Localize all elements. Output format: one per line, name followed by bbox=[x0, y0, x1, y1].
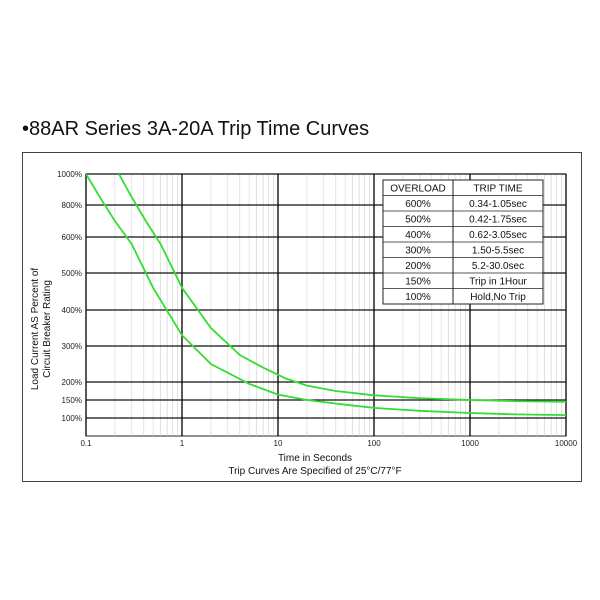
table-cell-trip-time: Hold,No Trip bbox=[470, 292, 526, 303]
y-tick-label: 800% bbox=[62, 201, 82, 210]
table-cell-trip-time: 0.42-1.75sec bbox=[469, 215, 527, 226]
x-tick-label: 0.1 bbox=[80, 439, 92, 448]
table-cell-trip-time: 1.50-5.5sec bbox=[472, 246, 524, 257]
table-cell-trip-time: 5.2-30.0sec bbox=[472, 261, 524, 272]
y-tick-label: 400% bbox=[62, 306, 82, 315]
table-header-overload: OVERLOAD bbox=[390, 184, 446, 195]
y-tick-label: 150% bbox=[62, 396, 82, 405]
y-tick-label: 100% bbox=[62, 414, 82, 423]
trip-time-table: OVERLOAD TRIP TIME 600% 0.34-1.05sec 500% 0.4… bbox=[382, 179, 544, 305]
x-tick-label: 10 bbox=[274, 439, 283, 448]
y-tick-label: 500% bbox=[62, 269, 82, 278]
x-tick-label: 1000 bbox=[461, 439, 479, 448]
table-cell-trip-time: Trip in 1Hour bbox=[469, 277, 527, 288]
table-cell-overload: 200% bbox=[405, 261, 431, 272]
y-axis-title-line2: Circuit Breaker Rating bbox=[42, 280, 53, 378]
x-tick-label: 1 bbox=[180, 439, 185, 448]
table-cell-overload: 400% bbox=[405, 230, 431, 241]
tick-layer: 0.1 1 10 100 1000 10000 100% 150% 200% 300% 400% 50… bbox=[57, 170, 578, 448]
x-tick-label: 10000 bbox=[555, 439, 578, 448]
y-tick-label: 300% bbox=[62, 342, 82, 351]
y-tick-label: 200% bbox=[62, 378, 82, 387]
grid-layer bbox=[85, 173, 567, 437]
series-layer bbox=[86, 174, 566, 416]
y-tick-label: 1000% bbox=[57, 170, 82, 179]
table-cell-overload: 500% bbox=[405, 215, 431, 226]
y-axis-title-line1: Load Current AS Percent of bbox=[30, 268, 41, 391]
table-cell-overload: 300% bbox=[405, 246, 431, 257]
x-axis-title: Time in Seconds bbox=[278, 453, 352, 464]
table-cell-trip-time: 0.62-3.05sec bbox=[469, 230, 527, 241]
y-tick-label: 600% bbox=[62, 233, 82, 242]
trip-curve-upper bbox=[118, 174, 566, 403]
table-header-trip-time: TRIP TIME bbox=[473, 184, 522, 195]
chart-subtitle: Trip Curves Are Specified of 25°C/77°F bbox=[228, 466, 401, 477]
trip-curve-lower bbox=[86, 174, 566, 416]
page-title: •88AR Series 3A-20A Trip Time Curves bbox=[22, 118, 370, 140]
table-cell-overload: 150% bbox=[405, 277, 431, 288]
table-cell-overload: 100% bbox=[405, 292, 431, 303]
table-cell-trip-time: 0.34-1.05sec bbox=[469, 199, 527, 210]
x-tick-label: 100 bbox=[367, 439, 381, 448]
table-cell-overload: 600% bbox=[405, 199, 431, 210]
chart-frame bbox=[22, 152, 582, 482]
